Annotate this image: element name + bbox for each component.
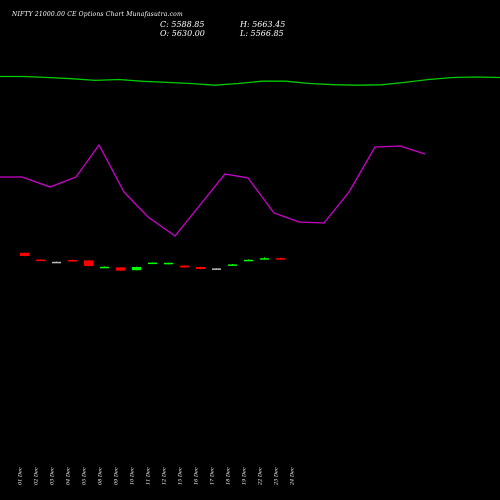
ohlc-close: C: 5588.85 (160, 20, 205, 29)
x-tick-label: 05 Dec (82, 467, 88, 485)
candle-body (148, 262, 157, 265)
x-tick-label: 10 Dec (130, 467, 136, 485)
candle-body (36, 259, 45, 262)
x-tick-label: 23 Dec (274, 467, 280, 486)
series-line-purple (0, 143, 426, 237)
ohlc-high: H: 5663.45 (240, 20, 286, 29)
candle-body (116, 267, 125, 271)
candle-body (164, 262, 173, 265)
x-tick-label: 16 Dec (194, 467, 200, 485)
x-tick-label: 08 Dec (98, 467, 104, 485)
ohlc-low: L: 5566.85 (240, 29, 284, 38)
candle-body (228, 264, 237, 266)
x-tick-label: 09 Dec (114, 467, 120, 485)
x-tick-label: 03 Dec (50, 467, 56, 485)
candle-body (20, 252, 29, 256)
candle-body (100, 266, 109, 269)
candle-body (260, 258, 269, 260)
candle-body (196, 267, 205, 269)
candle-body (180, 265, 189, 268)
chart-title: NIFTY 21000.00 CE Options Chart Munafasu… (12, 11, 183, 18)
x-tick-label: 01 Dec (18, 467, 24, 485)
x-tick-label: 22 Dec (258, 467, 264, 486)
candle-body (244, 259, 253, 262)
x-tick-label: 02 Dec (34, 467, 40, 485)
candle-body (68, 260, 77, 262)
x-tick-label: 24 Dec (290, 467, 296, 486)
candle-body (84, 260, 93, 266)
x-tick-label: 04 Dec (66, 467, 72, 485)
series-line-green (0, 75, 500, 86)
x-tick-label: 18 Dec (226, 467, 232, 485)
x-tick-label: 17 Dec (210, 467, 216, 485)
x-tick-label: 12 Dec (162, 467, 168, 485)
x-tick-label: 19 Dec (242, 467, 248, 485)
x-tick-label: 15 Dec (178, 467, 184, 485)
candle-body (212, 268, 221, 270)
candle-body (132, 267, 141, 271)
candle-body (276, 258, 285, 260)
candle-body (52, 261, 61, 264)
x-tick-label: 11 Dec (146, 467, 152, 485)
ohlc-open: O: 5630.00 (160, 29, 205, 38)
